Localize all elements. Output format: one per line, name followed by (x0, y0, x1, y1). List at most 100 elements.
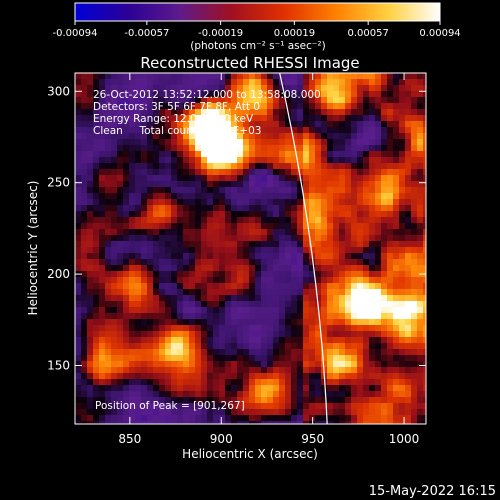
heatmap-cell (405, 415, 411, 421)
heatmap-cell (291, 259, 297, 265)
heatmap-cell (327, 361, 333, 367)
heatmap-cell (111, 283, 117, 289)
heatmap-cell (81, 415, 87, 421)
heatmap-cell (387, 85, 393, 91)
heatmap-cell (99, 349, 105, 355)
heatmap-cell (81, 379, 87, 385)
heatmap-cell (81, 259, 87, 265)
heatmap-cell (147, 97, 153, 103)
heatmap-cell (171, 235, 177, 241)
heatmap-cell (183, 421, 189, 424)
heatmap-cell (309, 241, 315, 247)
heatmap-cell (153, 103, 159, 109)
heatmap-cell (81, 289, 87, 295)
heatmap-cell (135, 253, 141, 259)
heatmap-cell (183, 151, 189, 157)
heatmap-cell (273, 283, 279, 289)
heatmap-cell (363, 349, 369, 355)
heatmap-cell (339, 361, 345, 367)
heatmap-cell (399, 349, 405, 355)
heatmap-cell (99, 73, 105, 79)
heatmap-cell (219, 337, 225, 343)
heatmap-cell (399, 409, 405, 415)
heatmap-cell (369, 415, 375, 421)
heatmap-cell (189, 223, 195, 229)
heatmap-cell (231, 169, 237, 175)
heatmap-cell (255, 181, 261, 187)
heatmap-cell (279, 373, 285, 379)
heatmap-cell (261, 79, 267, 85)
heatmap-cell (417, 181, 423, 187)
heatmap-cell (111, 421, 117, 424)
heatmap-cell (279, 283, 285, 289)
heatmap-cell (309, 271, 315, 277)
heatmap-cell (135, 175, 141, 181)
heatmap-cell (333, 79, 339, 85)
heatmap-cell (321, 247, 327, 253)
heatmap-cell (267, 151, 273, 157)
heatmap-cell (387, 199, 393, 205)
heatmap-cell (297, 127, 303, 133)
heatmap-cell (87, 421, 93, 424)
heatmap-cell (213, 319, 219, 325)
heatmap-cell (231, 325, 237, 331)
heatmap-cell (405, 151, 411, 157)
heatmap-cell (423, 229, 426, 235)
heatmap-cell (81, 115, 87, 121)
heatmap-cell (297, 247, 303, 253)
heatmap-cell (333, 103, 339, 109)
heatmap-cell (267, 343, 273, 349)
heatmap-cell (261, 367, 267, 373)
heatmap-cell (333, 313, 339, 319)
heatmap-cell (279, 169, 285, 175)
heatmap-cell (231, 91, 237, 97)
heatmap-cell (375, 265, 381, 271)
heatmap-cell (129, 97, 135, 103)
heatmap-cell (201, 265, 207, 271)
heatmap-cell (285, 415, 291, 421)
heatmap-cell (405, 145, 411, 151)
heatmap-cell (255, 241, 261, 247)
heatmap-cell (369, 103, 375, 109)
heatmap-cell (105, 205, 111, 211)
heatmap-cell (387, 379, 393, 385)
heatmap-cell (189, 355, 195, 361)
info-line-energy: Energy Range: 12.0 - 25.0 keV (93, 113, 254, 125)
heatmap-cell (231, 277, 237, 283)
heatmap-cell (159, 151, 165, 157)
heatmap-cell (135, 157, 141, 163)
heatmap-cell (141, 313, 147, 319)
heatmap-cell (243, 385, 249, 391)
heatmap-cell (351, 409, 357, 415)
heatmap-cell (375, 367, 381, 373)
heatmap-cell (405, 349, 411, 355)
heatmap-cell (309, 169, 315, 175)
heatmap-cell (345, 337, 351, 343)
heatmap-cell (201, 409, 207, 415)
heatmap-cell (213, 325, 219, 331)
heatmap-cell (417, 229, 423, 235)
heatmap-cell (207, 379, 213, 385)
heatmap-cell (291, 337, 297, 343)
heatmap-cell (423, 265, 426, 271)
heatmap-cell (273, 385, 279, 391)
heatmap-cell (363, 355, 369, 361)
heatmap-cell (141, 121, 147, 127)
heatmap-cell (267, 85, 273, 91)
heatmap-cell (411, 169, 417, 175)
heatmap-cell (273, 409, 279, 415)
heatmap-cell (225, 385, 231, 391)
heatmap-cell (303, 373, 309, 379)
heatmap-cell (243, 181, 249, 187)
heatmap-cell (297, 211, 303, 217)
heatmap-cell (291, 367, 297, 373)
heatmap-cell (303, 139, 309, 145)
heatmap-cell (255, 247, 261, 253)
heatmap-cell (165, 415, 171, 421)
heatmap-cell (375, 361, 381, 367)
heatmap-cell (363, 409, 369, 415)
heatmap-cell (183, 319, 189, 325)
heatmap-cell (147, 217, 153, 223)
heatmap-cell (399, 307, 405, 313)
heatmap-cell (309, 193, 315, 199)
